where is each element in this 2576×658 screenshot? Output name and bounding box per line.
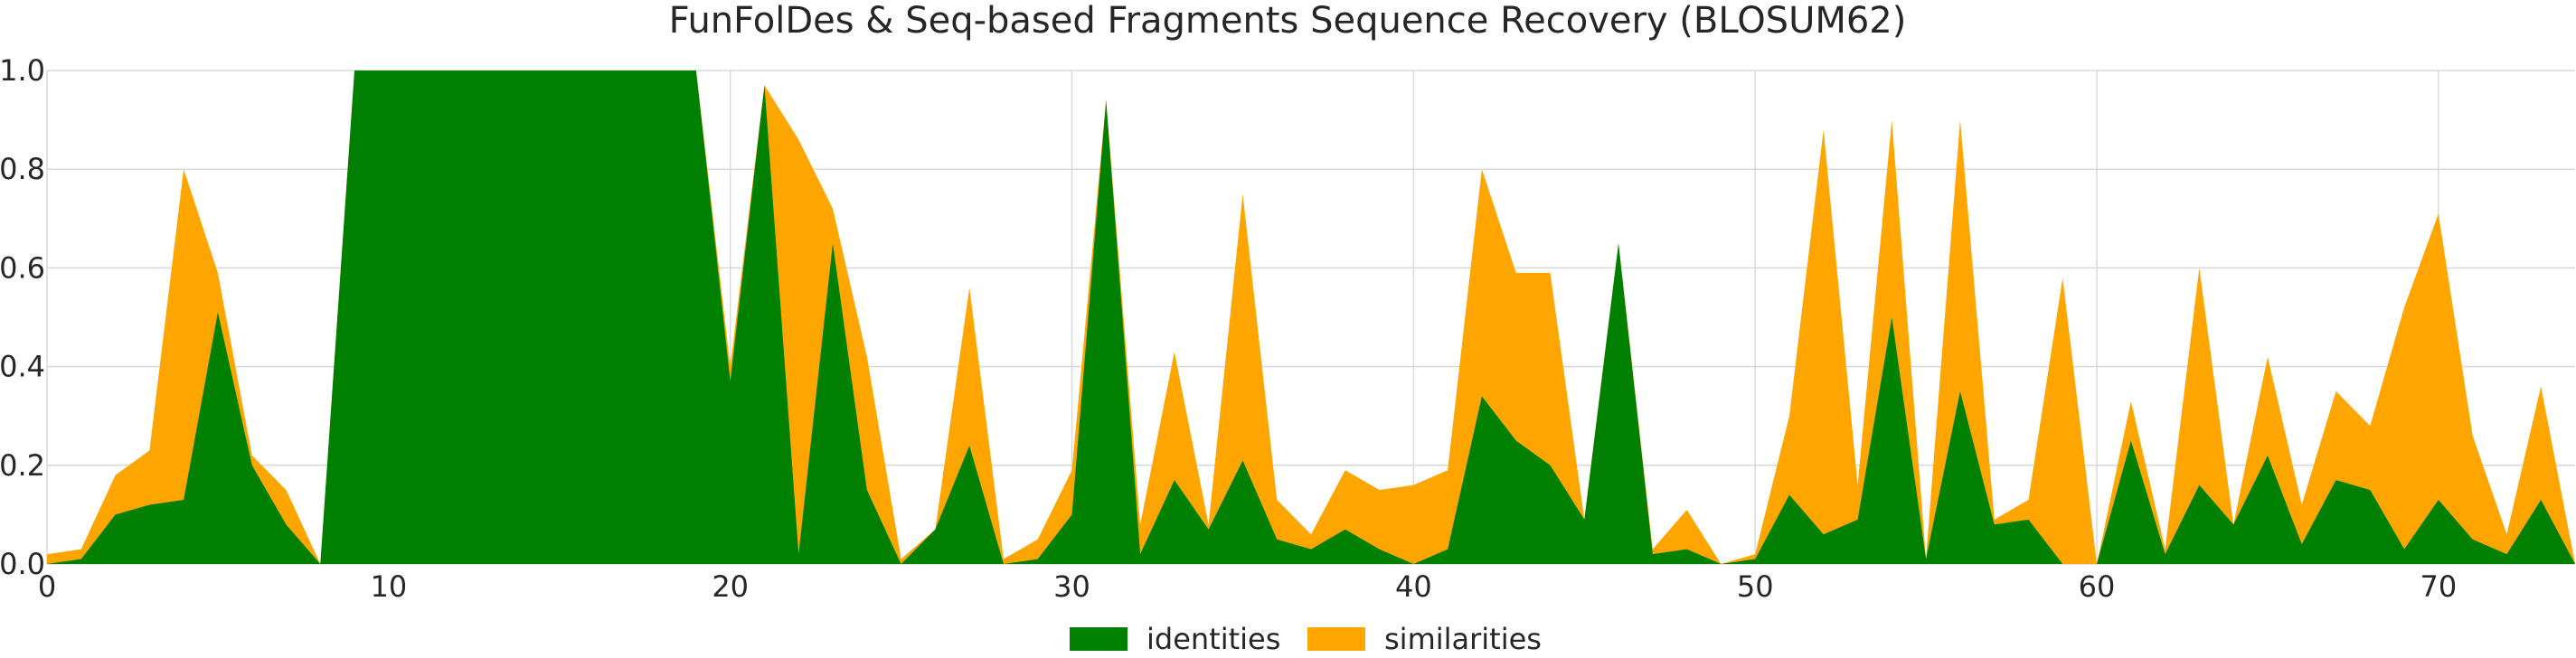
legend-label-similarities: similarities bbox=[1384, 622, 1542, 656]
y-tick-label: 0.8 bbox=[0, 152, 45, 186]
area-identities bbox=[47, 70, 2575, 564]
y-tick-label: 0.0 bbox=[0, 547, 45, 581]
y-tick-label: 0.4 bbox=[0, 350, 45, 384]
x-tick-label: 20 bbox=[712, 569, 749, 604]
x-tick-label: 30 bbox=[1053, 569, 1090, 604]
axis-tick-labels: 0 10 20 30 40 50 60 70 0.0 0.2 0.4 0.6 0.8 1.0 bbox=[0, 53, 2457, 604]
chart-title: FunFolDes & Seq-based Fragments Sequence… bbox=[669, 0, 1907, 42]
y-tick-label: 0.2 bbox=[0, 448, 45, 483]
x-tick-label: 70 bbox=[2420, 569, 2458, 604]
y-tick-label: 1.0 bbox=[0, 53, 45, 88]
legend-swatch-similarities bbox=[1307, 627, 1365, 651]
legend-swatch-identities bbox=[1070, 627, 1128, 651]
y-tick-label: 0.6 bbox=[0, 250, 45, 285]
x-tick-label: 10 bbox=[370, 569, 407, 604]
x-tick-label: 40 bbox=[1395, 569, 1432, 604]
x-tick-label: 50 bbox=[1737, 569, 1774, 604]
x-tick-label: 60 bbox=[2079, 569, 2116, 604]
legend[interactable]: identities similarities bbox=[1070, 622, 1542, 656]
area-series bbox=[47, 70, 2575, 564]
legend-label-identities: identities bbox=[1146, 622, 1280, 656]
x-tick-label: 0 bbox=[38, 569, 56, 604]
